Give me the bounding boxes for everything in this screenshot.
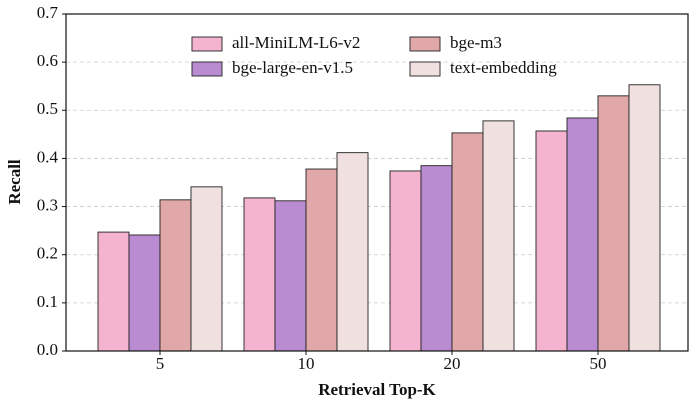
legend-swatch bbox=[409, 36, 441, 52]
bar bbox=[305, 168, 338, 352]
y-tick-label: 0.0 bbox=[37, 340, 58, 359]
bar bbox=[389, 170, 422, 352]
y-tick-label: 0.6 bbox=[37, 51, 58, 70]
bar bbox=[243, 197, 276, 352]
y-tick-label: 0.5 bbox=[37, 99, 58, 118]
x-tick-label: 50 bbox=[590, 354, 607, 373]
x-axis-label: Retrieval Top-K bbox=[318, 380, 436, 399]
bar bbox=[566, 117, 599, 352]
bar bbox=[597, 95, 630, 352]
y-axis-label: Recall bbox=[5, 159, 24, 205]
bar bbox=[451, 132, 484, 352]
y-tick-label: 0.4 bbox=[37, 147, 59, 166]
bar bbox=[628, 84, 661, 352]
legend-label: text-embedding bbox=[450, 58, 557, 77]
bar bbox=[128, 234, 161, 352]
legend-label: bge-m3 bbox=[450, 33, 502, 52]
bar bbox=[159, 199, 192, 352]
legend-label: all-MiniLM-L6-v2 bbox=[232, 33, 360, 52]
bar bbox=[482, 120, 515, 352]
bar bbox=[190, 186, 223, 352]
y-tick-label: 0.3 bbox=[37, 195, 58, 214]
y-tick-label: 0.7 bbox=[37, 3, 59, 22]
legend-swatch bbox=[191, 61, 223, 77]
legend-swatch bbox=[409, 61, 441, 77]
bar bbox=[274, 200, 307, 352]
legend-swatch bbox=[191, 36, 223, 52]
x-tick-label: 20 bbox=[444, 354, 461, 373]
y-tick-label: 0.1 bbox=[37, 292, 58, 311]
bar bbox=[420, 165, 453, 352]
bar bbox=[336, 152, 369, 352]
x-tick-label: 10 bbox=[298, 354, 315, 373]
x-tick-label: 5 bbox=[156, 354, 165, 373]
bar bbox=[97, 231, 130, 352]
y-tick-label: 0.2 bbox=[37, 244, 58, 263]
plot-frame bbox=[65, 13, 689, 352]
bar bbox=[535, 130, 568, 352]
legend-label: bge-large-en-v1.5 bbox=[232, 58, 353, 77]
